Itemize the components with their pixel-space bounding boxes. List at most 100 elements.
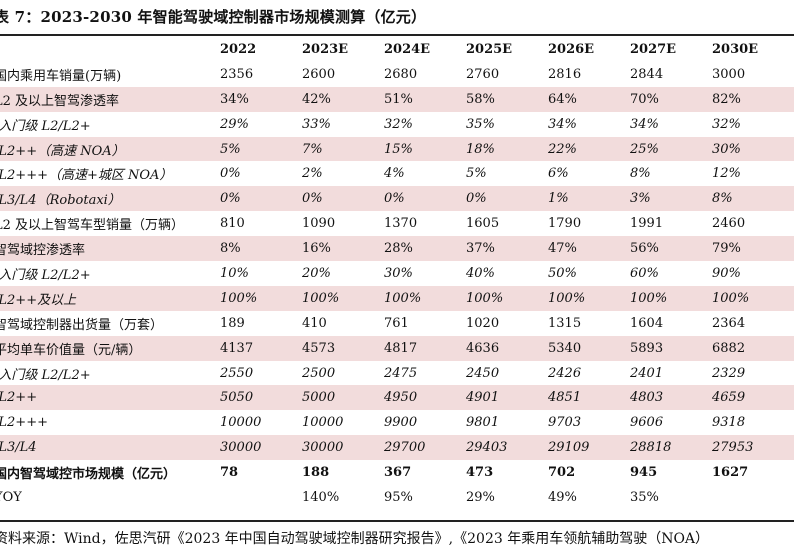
value-cell: 2816: [548, 66, 582, 82]
value-cell: 28818: [630, 435, 712, 461]
row-label: -L2++及以上: [0, 285, 220, 311]
header-cell: 2023E: [302, 41, 349, 57]
row-label: 国内智驾域控市场规模（亿元）: [0, 467, 177, 483]
table-body: 2022 2023E 2024E 2025E 2026E 2027E 2030E…: [0, 37, 794, 510]
value-cell: 49%: [548, 489, 577, 505]
value-cell: 410: [302, 315, 327, 331]
value-cell: 189: [220, 315, 245, 331]
value-cell: 2500: [302, 365, 336, 381]
value-cell: 4950: [384, 385, 466, 411]
value-cell: 1370: [384, 216, 418, 232]
market-size-table: 2022 2023E 2024E 2025E 2026E 2027E 2030E…: [0, 37, 794, 510]
value-cell: 473: [466, 465, 494, 481]
value-cell: 2364: [712, 315, 746, 331]
value-cell: 58%: [466, 86, 548, 112]
value-cell: 0%: [466, 186, 548, 212]
value-cell: 40%: [466, 265, 495, 281]
header-cell: 2025E: [466, 41, 513, 57]
value-cell: 60%: [630, 265, 659, 281]
header-cell: 2022: [220, 41, 257, 57]
table-row: L2 及以上智驾车型销量（万辆） 810 1090 1370 1605 1790 1991 2…: [0, 211, 794, 236]
value-cell: 12%: [712, 166, 741, 182]
value-cell: 1627: [712, 465, 749, 481]
value-cell: 2600: [302, 66, 336, 82]
value-cell: 8%: [220, 236, 302, 262]
value-cell: 7%: [302, 136, 384, 162]
value-cell: 1790: [548, 216, 582, 232]
value-cell: 2450: [466, 365, 500, 381]
value-cell: 4573: [302, 335, 384, 361]
value-cell: 2760: [466, 66, 500, 82]
value-cell: 6%: [548, 166, 569, 182]
value-cell: 1315: [548, 315, 582, 331]
value-cell: 100%: [384, 285, 466, 311]
value-cell: 34%: [630, 116, 659, 132]
row-label: L2 及以上智驾车型销量（万辆）: [0, 218, 185, 234]
value-cell: 4901: [466, 385, 548, 411]
value-cell: 2550: [220, 365, 254, 381]
value-cell: 78: [220, 465, 239, 481]
value-cell: 35%: [630, 489, 659, 505]
row-label: 智驾域控制器出货量（万套）: [0, 317, 164, 333]
value-cell: 30000: [302, 435, 384, 461]
value-cell: 90%: [712, 265, 741, 281]
table-row: -L2++及以上 100% 100% 100% 100% 100% 100% 100%: [0, 285, 794, 311]
table-row: YOY 140% 95% 29% 49% 35%: [0, 485, 794, 510]
value-cell: 28%: [384, 236, 466, 262]
value-cell: 4803: [630, 385, 712, 411]
value-cell: 30%: [712, 136, 794, 162]
value-cell: 18%: [466, 136, 548, 162]
value-cell: 2475: [384, 365, 418, 381]
value-cell: 945: [630, 465, 658, 481]
value-cell: 702: [548, 465, 576, 481]
value-cell: 35%: [466, 116, 495, 132]
value-cell: 4137: [220, 335, 302, 361]
value-cell: 25%: [630, 136, 712, 162]
value-cell: 29109: [548, 435, 630, 461]
value-cell: 5%: [220, 136, 302, 162]
header-cell: 2027E: [630, 41, 677, 57]
value-cell: 9900: [384, 415, 418, 431]
row-label: -L2++（高速 NOA）: [0, 136, 220, 162]
value-cell: 1020: [466, 315, 500, 331]
value-cell: 10000: [220, 415, 262, 431]
table-row: -L2++（高速 NOA） 5% 7% 15% 18% 22% 25% 30%: [0, 136, 794, 162]
value-cell: 3%: [630, 186, 712, 212]
value-cell: 5050: [220, 385, 302, 411]
table-row: -入门级 L2/L2+ 29% 33% 32% 35% 34% 34% 32%: [0, 112, 794, 137]
value-cell: 2%: [302, 166, 323, 182]
value-cell: 761: [384, 315, 409, 331]
value-cell: 0%: [220, 186, 302, 212]
value-cell: 8%: [712, 186, 794, 212]
table-row: 平均单车价值量（元/辆） 4137 4573 4817 4636 5340 5893 6882: [0, 335, 794, 361]
table-row: -入门级 L2/L2+ 2550 2500 2475 2450 2426 2401 2329: [0, 361, 794, 386]
value-cell: 20%: [302, 265, 331, 281]
table-row: -L3/L4（Robotaxi） 0% 0% 0% 0% 1% 3% 8%: [0, 186, 794, 212]
value-cell: 29700: [384, 435, 466, 461]
value-cell: 0%: [220, 166, 241, 182]
value-cell: 810: [220, 216, 245, 232]
value-cell: 37%: [466, 236, 548, 262]
value-cell: [712, 485, 794, 510]
value-cell: 4636: [466, 335, 548, 361]
table-row: -入门级 L2/L2+ 10% 20% 30% 40% 50% 60% 90%: [0, 261, 794, 286]
table-row: 国内乘用车销量(万辆) 2356 2600 2680 2760 2816 2844 3000: [0, 62, 794, 87]
value-cell: 100%: [548, 285, 630, 311]
header-cell: 2026E: [548, 41, 595, 57]
value-cell: 56%: [630, 236, 712, 262]
value-cell: 2401: [630, 365, 664, 381]
value-cell: 29403: [466, 435, 548, 461]
value-cell: 30000: [220, 435, 302, 461]
value-cell: 34%: [548, 116, 577, 132]
table-row: 智驾域控制器出货量（万套） 189 410 761 1020 1315 1604 2364: [0, 311, 794, 336]
value-cell: 1090: [302, 216, 336, 232]
value-cell: 29%: [220, 116, 249, 132]
row-label: -入门级 L2/L2+: [0, 367, 91, 383]
value-cell: 47%: [548, 236, 630, 262]
table-row: 智驾域控渗透率 8% 16% 28% 37% 47% 56% 79%: [0, 236, 794, 262]
value-cell: 188: [302, 465, 330, 481]
table-row: L2 及以上智驾渗透率 34% 42% 51% 58% 64% 70% 82%: [0, 86, 794, 112]
value-cell: 42%: [302, 86, 384, 112]
row-label: -L2+++（高速+城区 NOA）: [0, 168, 173, 184]
value-cell: 2356: [220, 66, 254, 82]
